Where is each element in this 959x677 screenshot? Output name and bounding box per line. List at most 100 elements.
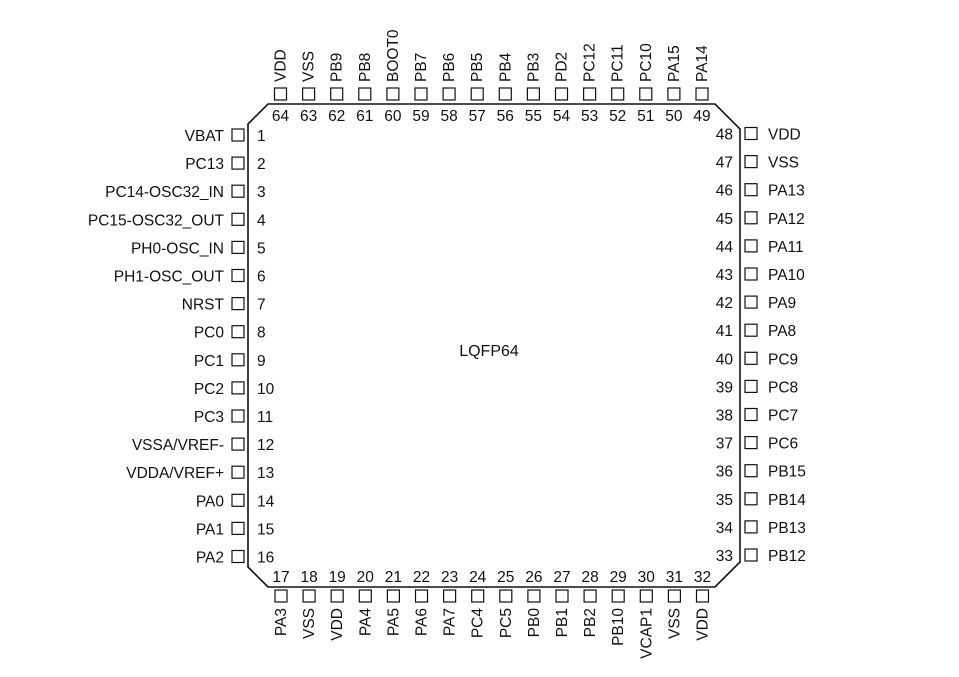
pin-name: PC0 [194,325,225,342]
pin-number: 43 [716,267,733,284]
pin-pad-24 [471,589,485,603]
pin-name: NRST [182,297,225,314]
pin-name: PA5 [385,608,402,636]
pin-name: VDD [273,49,290,82]
pin-pad-31 [667,589,682,603]
pin-name: PB12 [768,548,806,565]
pin-number: 19 [329,569,346,586]
pin-pad-61 [358,87,372,101]
pin-number: 9 [257,353,266,370]
pin-name: PB14 [768,492,806,509]
pin-name: PB15 [768,464,806,481]
pin-number: 41 [716,323,733,340]
pin-number: 46 [716,183,733,200]
pin-number: 50 [665,108,683,125]
pin-number: 30 [638,569,656,586]
pin-group: 1VBAT2PC133PC14-OSC32_IN4PC15-OSC32_OUT5… [88,29,806,659]
pin-name: VDD [329,608,346,641]
pin-number: 22 [413,569,430,586]
pin-name: PB8 [357,53,374,82]
pin-pad-6 [231,268,245,283]
pin-number: 49 [693,108,710,125]
pin-pad-27 [555,589,569,603]
pin-number: 44 [716,239,734,256]
pin-pad-56 [498,87,512,101]
pin-name: PH0-OSC_IN [131,240,224,257]
pin-number: 10 [257,381,275,398]
pin-number: 4 [257,212,266,229]
pin-pad-35 [744,492,758,506]
pin-pad-30 [639,589,653,603]
pin-pad-14 [231,493,245,507]
pin-pad-40 [744,351,758,365]
pin-name: VBAT [185,128,225,145]
pin-pad-13 [231,465,245,479]
pin-name: PC3 [194,409,224,426]
pin-number: 47 [716,155,733,172]
pin-pad-11 [231,409,245,423]
pin-name: PA4 [357,608,374,637]
pin-pad-10 [231,381,245,395]
pin-number: 58 [440,108,457,125]
pin-number: 60 [384,108,402,125]
pin-name: PA10 [768,267,805,284]
pin-name: PA11 [768,239,804,256]
pin-pad-22 [414,589,429,603]
pin-pad-47 [744,155,758,169]
pin-number: 27 [553,569,570,586]
pin-number: 33 [716,548,733,565]
pin-pad-21 [386,589,400,603]
pin-pad-57 [470,87,484,101]
pin-pad-3 [231,184,245,198]
pin-name: PC15-OSC32_OUT [88,212,225,229]
pin-pad-59 [414,87,428,101]
pin-pad-5 [231,240,245,254]
pin-number: 29 [610,569,627,586]
pin-number: 6 [257,269,266,286]
pin-pad-17 [274,589,288,603]
pin-pad-26 [527,589,541,603]
pin-name: PC1 [194,353,224,370]
pin-pad-43 [744,267,758,281]
pin-name: BOOT0 [385,29,402,82]
pin-number: 5 [257,240,266,257]
pin-number: 57 [469,108,486,125]
pin-name: PC2 [194,381,224,398]
pin-name: PA12 [768,211,805,228]
pin-pad-23 [443,589,457,603]
pin-pad-63 [302,87,316,101]
pin-pad-25 [499,589,513,603]
pin-pad-1 [231,128,245,142]
pin-pad-39 [744,379,758,393]
pin-number: 34 [716,520,734,537]
pin-number: 37 [716,436,733,453]
pin-number: 63 [300,108,317,125]
pin-number: 51 [637,108,654,125]
pin-number: 31 [666,569,683,586]
pin-pad-37 [744,436,758,450]
pin-pad-15 [231,521,245,536]
pin-pad-2 [231,156,245,170]
pin-number: 45 [716,211,733,228]
pin-number: 11 [257,409,273,426]
pin-name: VDD [768,127,801,144]
pin-number: 64 [272,108,290,125]
pin-pad-44 [744,239,758,253]
pin-number: 55 [525,108,542,125]
pin-number: 53 [581,108,598,125]
pin-pad-16 [231,549,245,564]
pin-name: PC5 [498,608,515,638]
pin-name: PB3 [525,53,542,82]
pin-pad-45 [744,211,758,225]
pin-name: PA13 [768,183,805,200]
pin-number: 39 [716,379,733,396]
pin-pad-36 [744,464,758,478]
pin-pad-51 [639,87,653,101]
pin-pad-58 [442,87,456,101]
pin-pad-54 [554,87,569,101]
pin-pad-33 [744,548,758,562]
pin-pad-53 [582,87,597,101]
pin-pad-32 [695,589,710,603]
pin-name: PA9 [768,295,796,312]
